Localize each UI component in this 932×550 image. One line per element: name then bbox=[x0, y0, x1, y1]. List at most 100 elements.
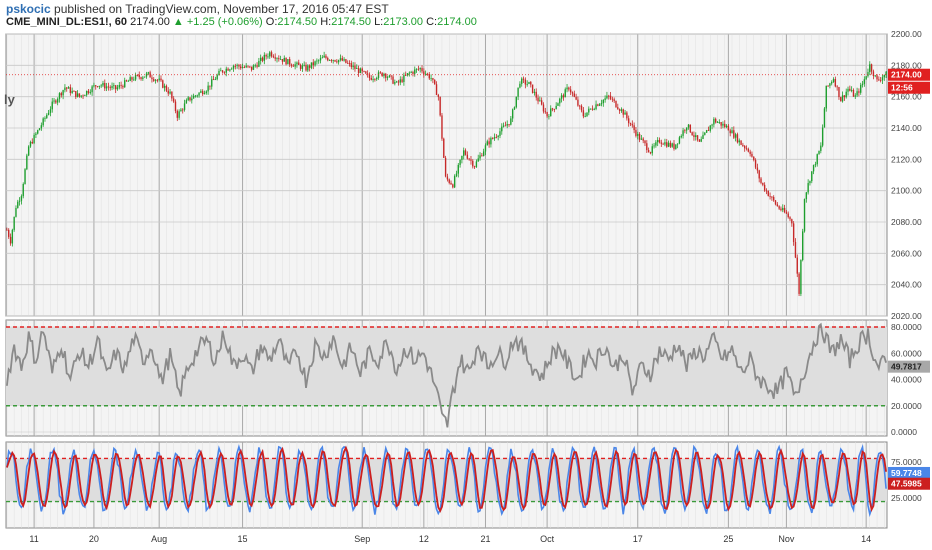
candle-body bbox=[582, 110, 585, 117]
candle-body bbox=[676, 143, 679, 145]
candle-body bbox=[122, 85, 124, 88]
candle-body bbox=[187, 97, 189, 101]
publish-info: published on TradingView.com, November 1… bbox=[54, 2, 389, 16]
candle-body bbox=[379, 72, 382, 74]
candle-body bbox=[337, 59, 340, 63]
candle-body bbox=[254, 65, 256, 67]
candle-body bbox=[562, 95, 565, 98]
candle-body bbox=[84, 95, 86, 96]
candle-body bbox=[678, 137, 681, 144]
candle-body bbox=[363, 71, 365, 72]
candle-body bbox=[821, 127, 824, 146]
x-tick-label: 12 bbox=[419, 534, 429, 544]
candle-body bbox=[729, 130, 731, 134]
price-tick-label: 2160.00 bbox=[891, 92, 922, 102]
price-tick-label: 2140.00 bbox=[891, 123, 922, 133]
candle-body bbox=[252, 65, 255, 70]
candle-body bbox=[169, 91, 171, 94]
candle-body bbox=[78, 93, 81, 97]
candle-body bbox=[20, 196, 23, 201]
candle-body bbox=[428, 73, 430, 79]
candle-body bbox=[649, 152, 652, 154]
candle-body bbox=[285, 58, 287, 65]
candle-body bbox=[85, 90, 88, 96]
candle-body bbox=[136, 74, 139, 76]
candle-body bbox=[740, 140, 742, 145]
oscillator-1-tick-label: 20.0000 bbox=[891, 401, 922, 411]
candle-body bbox=[883, 74, 885, 78]
candle-body bbox=[225, 68, 227, 73]
candle-body bbox=[789, 217, 791, 220]
candle-body bbox=[55, 100, 57, 103]
candle-body bbox=[856, 91, 858, 96]
candle-body bbox=[542, 104, 545, 112]
candle-body bbox=[586, 112, 588, 117]
candle-body bbox=[281, 59, 284, 62]
oscillator-2-lines bbox=[6, 443, 887, 518]
candle-body bbox=[160, 78, 162, 81]
candle-body bbox=[758, 170, 760, 179]
candle-body bbox=[492, 138, 494, 139]
candle-body bbox=[185, 100, 188, 104]
candle-body bbox=[163, 85, 166, 88]
candle-body bbox=[878, 79, 880, 81]
candle-body bbox=[655, 142, 657, 146]
candle-body bbox=[840, 97, 842, 102]
candle-body bbox=[395, 81, 398, 83]
candle-body bbox=[818, 150, 820, 155]
candle-body bbox=[481, 155, 483, 157]
candle-body bbox=[203, 93, 206, 95]
candle-body bbox=[490, 138, 492, 145]
candle-body bbox=[807, 183, 809, 193]
candle-body bbox=[154, 79, 157, 81]
candle-body bbox=[296, 62, 298, 65]
candle-body bbox=[216, 75, 218, 80]
candle-body bbox=[564, 89, 566, 98]
candle-body bbox=[270, 52, 273, 57]
candle-body bbox=[858, 91, 860, 93]
candle-body bbox=[609, 95, 612, 99]
low-label: L: bbox=[374, 16, 384, 28]
candle-body bbox=[791, 219, 793, 224]
candle-body bbox=[747, 148, 750, 152]
candle-body bbox=[182, 109, 184, 111]
candle-body bbox=[245, 65, 247, 68]
candle-body bbox=[205, 91, 208, 94]
candle-body bbox=[134, 74, 137, 80]
candle-body bbox=[44, 117, 46, 119]
candle-body bbox=[874, 75, 876, 77]
candle-body bbox=[736, 134, 739, 143]
candle-body bbox=[473, 166, 476, 168]
candle-body bbox=[568, 87, 570, 90]
candle-body bbox=[470, 159, 472, 161]
candle-body bbox=[504, 125, 507, 127]
candle-body bbox=[571, 92, 574, 94]
author-link[interactable]: pskocic bbox=[6, 2, 51, 16]
candle-body bbox=[468, 158, 470, 160]
x-tick-label: Oct bbox=[540, 534, 555, 544]
candle-body bbox=[869, 64, 871, 73]
candle-body bbox=[283, 58, 285, 62]
candle-body bbox=[493, 136, 496, 139]
candle-body bbox=[240, 66, 242, 69]
candle-body bbox=[33, 134, 35, 144]
candle-body bbox=[6, 229, 8, 231]
candle-body bbox=[142, 77, 144, 79]
candle-body bbox=[522, 78, 525, 80]
candle-body bbox=[727, 125, 730, 131]
candle-body bbox=[863, 79, 866, 84]
candle-body bbox=[530, 81, 532, 85]
candle-body bbox=[241, 67, 244, 69]
price-tick-label: 2180.00 bbox=[891, 60, 922, 70]
candle-body bbox=[104, 82, 106, 89]
candle-body bbox=[250, 66, 253, 70]
candle-body bbox=[192, 95, 195, 99]
candle-body bbox=[24, 169, 26, 184]
candle-body bbox=[705, 130, 708, 133]
candle-body bbox=[816, 154, 818, 165]
candle-body bbox=[31, 141, 33, 144]
candle-body bbox=[234, 65, 237, 67]
candle-body bbox=[540, 100, 543, 105]
candle-body bbox=[18, 200, 21, 202]
